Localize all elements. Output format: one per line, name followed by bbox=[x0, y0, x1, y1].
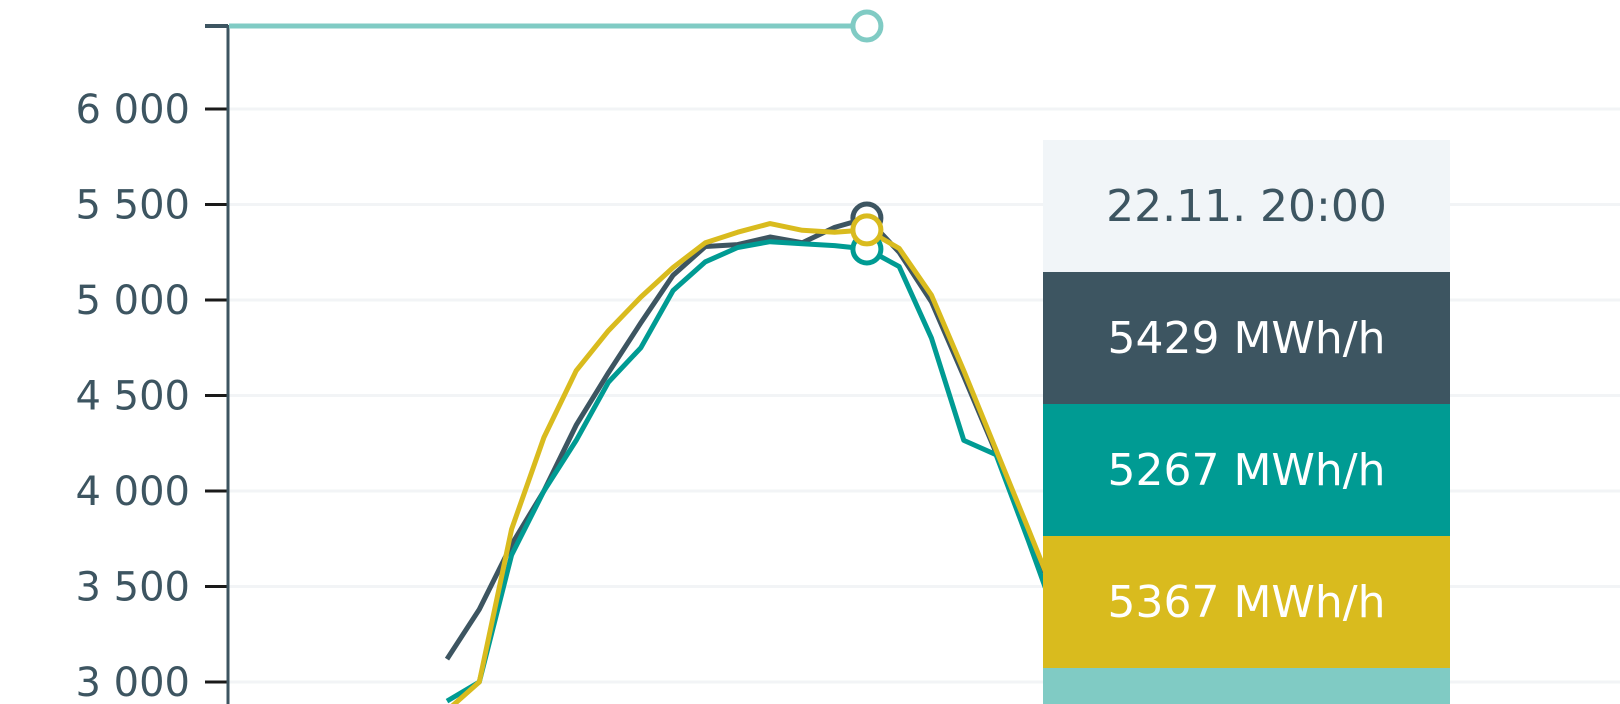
y-tick-label: 4 000 bbox=[75, 469, 190, 515]
tooltip-title: 22.11. 20:00 bbox=[1043, 140, 1450, 272]
tooltip-value-series-4 bbox=[1043, 668, 1450, 704]
y-tick-label: 5 000 bbox=[75, 278, 190, 324]
series-line-2 bbox=[445, 239, 1064, 704]
series-line-3 bbox=[450, 221, 1064, 704]
y-tick-label: 5 500 bbox=[75, 183, 190, 229]
tooltip-value-series-3: 5367 MWh/h bbox=[1043, 536, 1450, 668]
y-tick-label: 6 000 bbox=[75, 87, 190, 133]
y-tick-label: 4 500 bbox=[75, 374, 190, 420]
highlight-point-series-3 bbox=[850, 213, 884, 247]
tooltip-value-series-1: 5429 MWh/h bbox=[1043, 272, 1450, 404]
highlight-point-series-4 bbox=[850, 9, 884, 43]
series-line-1 bbox=[444, 215, 1064, 661]
tooltip-value-series-2: 5267 MWh/h bbox=[1043, 404, 1450, 536]
tooltip: 22.11. 20:00 5429 MWh/h 5267 MWh/h 5367 … bbox=[1043, 140, 1450, 704]
y-tick-label: 3 500 bbox=[75, 565, 190, 611]
y-tick-label: 3 000 bbox=[75, 660, 190, 704]
